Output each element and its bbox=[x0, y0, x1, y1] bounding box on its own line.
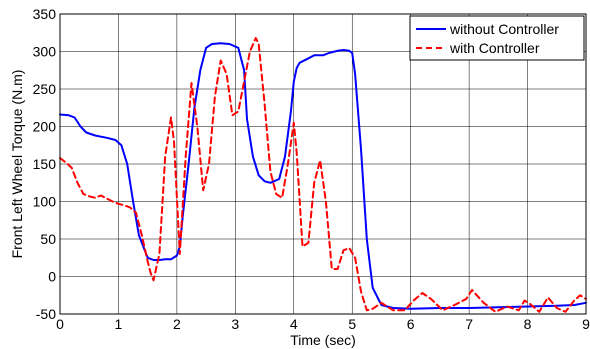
y-tick-label: 200 bbox=[33, 119, 57, 135]
grid-lines bbox=[60, 14, 586, 314]
y-tick-label: -50 bbox=[36, 306, 56, 322]
x-axis-label: Time (sec) bbox=[290, 332, 356, 348]
series-line-without-controller bbox=[59, 42, 587, 310]
y-tick-label: 350 bbox=[33, 6, 57, 22]
x-tick-label: 7 bbox=[465, 316, 473, 332]
y-tick-label: 50 bbox=[40, 231, 56, 247]
x-tick-label: 1 bbox=[115, 316, 123, 332]
legend-entry: with Controller bbox=[449, 40, 540, 56]
series-line-with-controller bbox=[59, 37, 587, 313]
x-tick-label: 3 bbox=[231, 316, 239, 332]
y-tick-label: 100 bbox=[33, 194, 57, 210]
series-layer bbox=[59, 37, 587, 313]
x-tick-label: 6 bbox=[407, 316, 415, 332]
y-tick-label: 300 bbox=[33, 44, 57, 60]
legend-box bbox=[409, 15, 585, 61]
y-tick-label: 150 bbox=[33, 156, 57, 172]
x-tick-label: 0 bbox=[56, 316, 64, 332]
y-axis-label: Front Left Wheel Torque (N.m) bbox=[9, 70, 25, 259]
legend: without Controller with Controller bbox=[409, 15, 585, 61]
x-tick-label: 9 bbox=[582, 316, 590, 332]
y-tick-label: 0 bbox=[48, 269, 56, 285]
legend-entry: without Controller bbox=[449, 21, 559, 37]
x-tick-label: 8 bbox=[524, 316, 532, 332]
x-tick-label: 5 bbox=[348, 316, 356, 332]
x-tick-label: 4 bbox=[290, 316, 298, 332]
x-tick-label: 2 bbox=[173, 316, 181, 332]
y-tick-label: 250 bbox=[33, 81, 57, 97]
plot-frame bbox=[59, 13, 587, 315]
